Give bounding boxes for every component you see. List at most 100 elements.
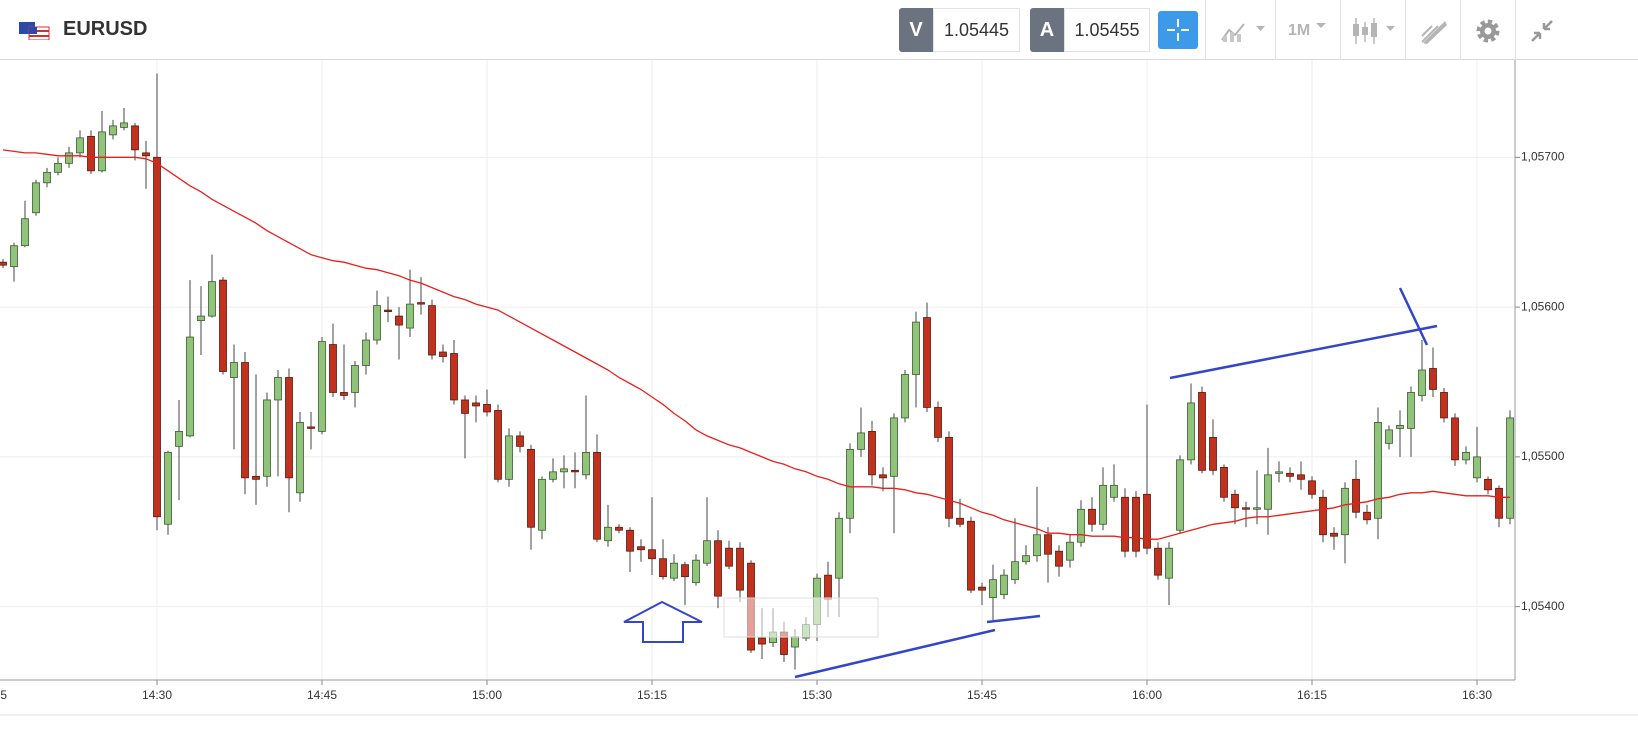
y-tick-label: 1,05600 bbox=[1521, 299, 1565, 313]
buy-price[interactable]: 1.05455 bbox=[1064, 8, 1150, 52]
collapse-button[interactable] bbox=[1528, 17, 1556, 45]
draw-button[interactable] bbox=[1420, 16, 1448, 46]
candle-body bbox=[208, 281, 216, 317]
candle-body bbox=[1209, 436, 1217, 471]
candle-body bbox=[1462, 451, 1470, 461]
candle-body bbox=[1121, 496, 1129, 552]
buy-button[interactable]: A bbox=[1030, 8, 1064, 52]
candle-body bbox=[1044, 534, 1052, 555]
candle-body bbox=[1253, 507, 1261, 510]
candle-body bbox=[65, 152, 73, 164]
candle-body bbox=[1198, 392, 1206, 471]
candle-body bbox=[945, 436, 953, 519]
chart-type-button[interactable] bbox=[1220, 18, 1268, 44]
candle-body bbox=[1077, 508, 1085, 543]
x-tick-label: 14:30 bbox=[142, 688, 172, 702]
candle-body bbox=[1451, 417, 1459, 461]
x-tick-label: 16:00 bbox=[1132, 688, 1162, 702]
candle-body bbox=[527, 448, 535, 528]
candle-body bbox=[142, 152, 150, 157]
candle-body bbox=[263, 399, 271, 477]
candle-body bbox=[450, 353, 458, 401]
candle-body bbox=[857, 432, 865, 450]
candle-body bbox=[868, 431, 876, 476]
candle-body bbox=[1429, 368, 1437, 390]
candle-body bbox=[1330, 532, 1338, 537]
candle-body bbox=[593, 451, 601, 540]
candle-body bbox=[1264, 474, 1272, 510]
candle-body bbox=[1099, 484, 1107, 525]
candle-body bbox=[758, 637, 766, 645]
candle-body bbox=[10, 245, 18, 268]
candle-body bbox=[1341, 487, 1349, 536]
candle-body bbox=[692, 559, 700, 584]
candle-body bbox=[879, 474, 887, 479]
candle-body bbox=[461, 399, 469, 414]
candle-body bbox=[1484, 478, 1492, 491]
candle-body bbox=[1022, 555, 1030, 563]
candle-body bbox=[153, 156, 161, 518]
sell-button[interactable]: V bbox=[899, 8, 933, 52]
candle-body bbox=[494, 410, 502, 480]
candle-body bbox=[285, 377, 293, 479]
candle-body bbox=[1242, 507, 1250, 510]
candle-body bbox=[626, 529, 634, 552]
x-tick-label: 15:30 bbox=[802, 688, 832, 702]
candle-body bbox=[395, 315, 403, 326]
candle-body bbox=[1154, 547, 1162, 576]
crosshair-button[interactable] bbox=[1158, 11, 1198, 49]
candle-body bbox=[505, 435, 513, 480]
candle-body bbox=[131, 125, 139, 151]
candle-body bbox=[373, 305, 381, 341]
candle-body bbox=[175, 431, 183, 447]
candle-body bbox=[571, 469, 579, 473]
candle-body bbox=[351, 365, 359, 393]
candle-body bbox=[1396, 425, 1404, 429]
candle-body bbox=[681, 564, 689, 578]
candle-body bbox=[1319, 496, 1327, 536]
candle-button[interactable] bbox=[1352, 16, 1398, 46]
candle-body bbox=[769, 631, 777, 643]
sell-price[interactable]: 1.05445 bbox=[933, 8, 1020, 52]
candle-body bbox=[21, 218, 29, 247]
flag-icon bbox=[19, 22, 50, 40]
candle-body bbox=[43, 171, 51, 184]
candle-body bbox=[890, 417, 898, 477]
candle-body bbox=[1187, 402, 1195, 461]
x-tick-label: 15:15 bbox=[637, 688, 667, 702]
candle-body bbox=[164, 451, 172, 525]
candles bbox=[0, 73, 1514, 670]
candle-body bbox=[604, 526, 612, 542]
candle-body bbox=[538, 478, 546, 531]
candle-body bbox=[1275, 471, 1283, 474]
candle-body bbox=[648, 549, 656, 560]
candle-body bbox=[824, 574, 832, 600]
candle-body bbox=[87, 135, 95, 172]
toolbar: EURUSD V 1.05445 A 1.05455 1M bbox=[0, 0, 1638, 60]
candle-body bbox=[296, 422, 304, 494]
candle-body bbox=[1143, 493, 1151, 549]
candle-body bbox=[406, 303, 414, 329]
candle-body bbox=[615, 526, 623, 531]
candle-body bbox=[637, 546, 645, 551]
candle-body bbox=[791, 636, 799, 648]
candle-body bbox=[1286, 472, 1294, 477]
candle-body bbox=[307, 426, 315, 429]
candle-body bbox=[98, 131, 106, 172]
timeframe-button[interactable]: 1M bbox=[1288, 22, 1311, 39]
candle-body bbox=[219, 279, 227, 372]
candle-body bbox=[835, 517, 843, 579]
candle-body bbox=[1440, 392, 1448, 419]
y-tick-label: 1,05700 bbox=[1521, 150, 1565, 164]
candle-body bbox=[274, 377, 282, 401]
candle-body bbox=[736, 547, 744, 591]
candle-body bbox=[1418, 369, 1426, 396]
candle-body bbox=[439, 351, 447, 357]
candle-body bbox=[1033, 534, 1041, 557]
settings-button[interactable] bbox=[1474, 17, 1502, 45]
candle-body bbox=[0, 261, 7, 266]
candle-body bbox=[901, 374, 909, 419]
candle-body bbox=[120, 122, 128, 128]
candle-body bbox=[252, 475, 260, 480]
